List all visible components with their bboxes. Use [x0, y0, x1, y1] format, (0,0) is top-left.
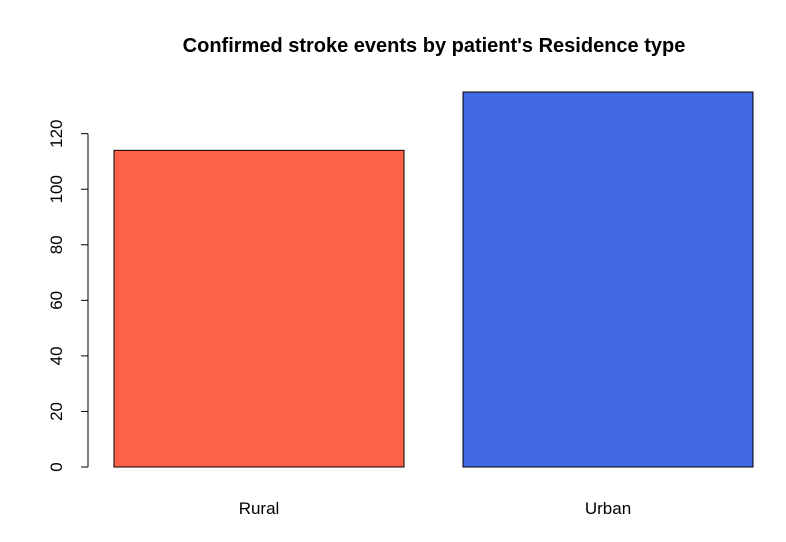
bar-rural	[113, 149, 405, 468]
y-axis: 0 20 40 60 80 100 120	[47, 119, 89, 472]
x-axis-labels: Rural Urban	[239, 499, 631, 518]
y-tick-label: 60	[47, 291, 66, 310]
chart-title: Confirmed stroke events by patient's Res…	[183, 35, 686, 57]
x-tick-label-urban: Urban	[585, 499, 631, 518]
x-tick-label-rural: Rural	[239, 499, 280, 518]
y-tick-label: 100	[47, 175, 66, 203]
y-tick-label: 40	[47, 346, 66, 365]
bar-group	[113, 91, 754, 468]
y-tick-label: 0	[47, 462, 66, 471]
y-tick-label: 120	[47, 119, 66, 147]
bar-urban	[462, 91, 754, 468]
y-tick-label: 80	[47, 235, 66, 254]
y-tick-label: 20	[47, 402, 66, 421]
